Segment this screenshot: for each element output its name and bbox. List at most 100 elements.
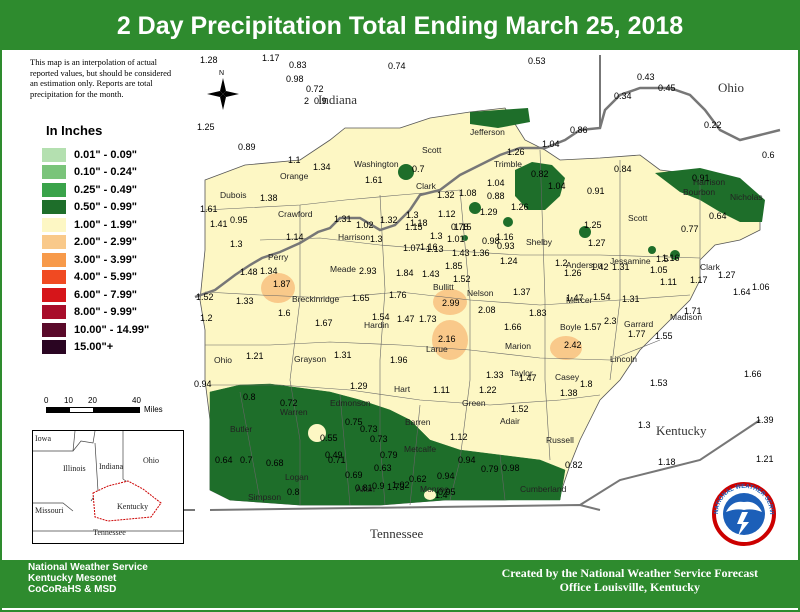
county-label: Metcalfe <box>404 444 436 454</box>
precip-value: 1.13 <box>426 244 444 254</box>
county-label: Clark <box>700 262 721 272</box>
county-label: Mercer <box>566 295 593 305</box>
county-label: Warren <box>280 407 308 417</box>
precip-value: 1.02 <box>356 220 374 230</box>
north-green-area <box>515 162 565 210</box>
inset-label-iowa: Iowa <box>35 434 51 443</box>
county-label: Taylor <box>510 368 533 378</box>
ohio-river <box>194 86 781 299</box>
legend-label: 0.25" - 0.49" <box>74 183 138 196</box>
precip-value: 0.89 <box>238 142 256 152</box>
precip-value: 1.37 <box>513 287 531 297</box>
precip-value: 0.79 <box>380 450 398 460</box>
precip-value: 1.12 <box>450 432 468 442</box>
precip-value: 0.64 <box>215 455 233 465</box>
precip-value: 2.08 <box>478 305 496 315</box>
county-label: Adair <box>500 416 520 426</box>
precip-value: 1.47 <box>519 373 537 383</box>
precip-value: 0.45 <box>658 83 676 93</box>
precip-value: 1.16 <box>662 253 680 263</box>
precip-value: 1.41 <box>210 219 228 229</box>
larue-orange-area <box>432 320 468 360</box>
county-label: Green <box>462 398 486 408</box>
county-label: Harrison <box>693 177 725 187</box>
precip-value: 1.17 <box>690 275 708 285</box>
precip-value: 1.8 <box>580 379 593 389</box>
precip-value: 1.76 <box>389 290 407 300</box>
precip-value: 0.72 <box>306 84 324 94</box>
county-label: Simpson <box>248 492 281 502</box>
svg-text:N: N <box>219 70 224 77</box>
county-label: Madison <box>670 312 702 322</box>
kentucky-virginia-border <box>579 419 761 506</box>
precip-value: 0.72 <box>280 398 298 408</box>
precip-value: 1.32 <box>437 190 455 200</box>
state-label-ohio: Ohio <box>718 80 744 95</box>
precip-value: 1.15 <box>405 222 423 232</box>
precip-value: 1.08 <box>459 188 477 198</box>
precip-value: 1.3 <box>370 234 383 244</box>
legend-swatch <box>42 200 66 215</box>
county-label: Barren <box>405 417 431 427</box>
precip-value: 0.8 <box>287 487 300 497</box>
county-label: Edmonson <box>330 398 371 408</box>
precip-value: 0.71 <box>328 455 346 465</box>
county-label: Anderson <box>566 260 603 270</box>
precip-value: 2.3 <box>604 316 617 326</box>
precip-value: 0.78 <box>451 222 469 232</box>
legend-item: 15.00"+ <box>42 339 149 357</box>
legend-item: 6.00" - 7.99" <box>42 286 149 304</box>
precip-value: 0.69 <box>345 470 363 480</box>
legend-item: 0.01" - 0.09" <box>42 146 149 164</box>
precip-value: 0.79 <box>481 464 499 474</box>
precip-value: 1.2 <box>200 313 213 323</box>
precip-value: 1.61 <box>365 175 383 185</box>
precip-value: 1.31 <box>612 262 630 272</box>
precip-value: 1.96 <box>390 355 408 365</box>
county-label: Scott <box>628 213 648 223</box>
precip-value: 1.22 <box>479 385 497 395</box>
precip-value: 0.64 <box>709 211 727 221</box>
inset-label-indiana: Indiana <box>99 462 123 471</box>
kentucky-tennessee-border <box>209 503 601 511</box>
precip-value: 1.16 <box>496 232 514 242</box>
precip-value: 1.12 <box>438 209 456 219</box>
precip-value: 0.9 <box>314 96 327 106</box>
legend-swatch <box>42 217 66 232</box>
legend-label: 10.00" - 14.99" <box>74 323 150 336</box>
boyle-orange-area <box>550 336 582 360</box>
precip-value: 1.87 <box>273 279 291 289</box>
precip-value: 1.27 <box>718 270 736 280</box>
precip-value: 0.94 <box>458 455 476 465</box>
precip-value: 1.84 <box>396 268 414 278</box>
precip-value: 1.31 <box>334 350 352 360</box>
precip-value: 1.67 <box>315 318 333 328</box>
precip-value: 0.22 <box>704 120 722 130</box>
precip-value: 1.34 <box>313 162 331 172</box>
legend-label: 4.00" - 5.99" <box>74 271 138 284</box>
precip-value: 0.98 <box>286 74 304 84</box>
legend-item: 0.50" - 0.99" <box>42 199 149 217</box>
footer-creator: Created by the National Weather Service … <box>501 566 758 594</box>
legend-label: 6.00" - 7.99" <box>74 288 138 301</box>
legend-swatch <box>42 305 66 320</box>
precip-value: 0.8 <box>243 392 256 402</box>
county-label: Garrard <box>624 319 654 329</box>
legend-swatch <box>42 182 66 197</box>
legend-item: 4.00" - 5.99" <box>42 269 149 287</box>
precip-value: 0.6 <box>762 150 775 160</box>
precip-value: 0.73 <box>370 434 388 444</box>
scale-bar: 0 10 20 40 Miles <box>44 396 163 416</box>
precip-value: 1.25 <box>197 122 215 132</box>
precip-value: 0.49 <box>325 450 343 460</box>
precip-value: 0.55 <box>320 433 338 443</box>
county-label: Monroe <box>420 484 449 494</box>
legend-item: 1.00" - 1.99" <box>42 216 149 234</box>
precip-value: 2.16 <box>438 334 456 344</box>
inset-label-illinois: Illinois <box>63 464 86 473</box>
scale-tick-2: 20 <box>88 396 97 405</box>
precip-value: 0.53 <box>528 56 546 66</box>
precip-value: 0.43 <box>637 72 655 82</box>
precip-value: 1.29 <box>480 207 498 217</box>
county-label: Logan <box>285 472 309 482</box>
